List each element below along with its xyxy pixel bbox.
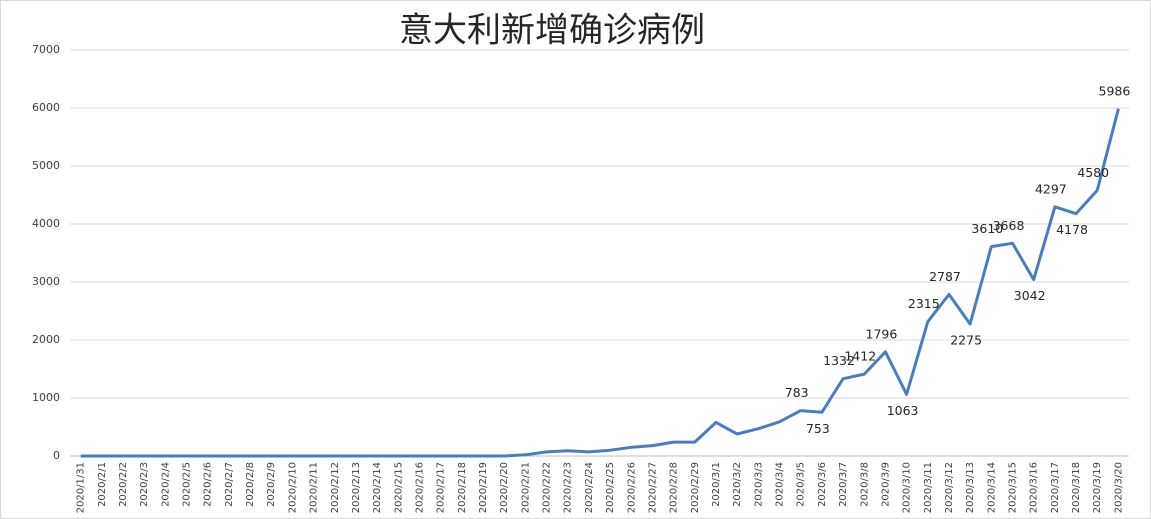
data-label: 2275	[950, 333, 982, 348]
x-tick-label: 2020/3/11	[923, 462, 934, 513]
x-tick-label: 2020/2/11	[309, 462, 320, 513]
x-tick-label: 2020/2/12	[330, 462, 341, 513]
x-tick-label: 2020/3/7	[838, 462, 849, 507]
x-tick-label: 2020/2/27	[647, 462, 658, 513]
x-tick-label: 2020/3/2	[732, 462, 743, 507]
y-tick-label: 0	[53, 449, 60, 462]
x-tick-label: 2020/3/20	[1113, 462, 1124, 513]
data-label: 1412	[844, 349, 876, 364]
y-tick-label: 2000	[32, 333, 60, 346]
y-tick-label: 5000	[32, 159, 60, 172]
y-tick-label: 7000	[32, 43, 60, 56]
y-tick-label: 4000	[32, 217, 60, 230]
data-label: 3610	[971, 221, 1003, 236]
x-tick-label: 2020/3/18	[1071, 462, 1082, 513]
x-tick-label: 2020/3/3	[753, 462, 764, 507]
x-tick-label: 2020/1/31	[76, 462, 87, 513]
x-tick-label: 2020/3/14	[986, 462, 997, 513]
x-tick-label: 2020/2/28	[669, 462, 680, 513]
data-line	[80, 108, 1120, 458]
x-tick-label: 2020/3/6	[817, 462, 828, 507]
x-tick-label: 2020/2/20	[499, 462, 510, 513]
x-tick-label: 2020/3/15	[1008, 462, 1019, 513]
x-tick-label: 2020/2/13	[351, 462, 362, 513]
x-tick-label: 2020/2/25	[605, 462, 616, 513]
x-tick-label: 2020/2/8	[245, 462, 256, 507]
data-label: 3042	[1014, 288, 1046, 303]
data-label: 783	[785, 385, 809, 400]
chart-title: 意大利新增确诊病例	[399, 11, 705, 51]
x-tick-label: 2020/3/1	[711, 462, 722, 507]
x-tick-label: 2020/2/22	[542, 462, 553, 513]
x-tick-label: 2020/3/13	[965, 462, 976, 513]
y-tick-label: 6000	[32, 101, 60, 114]
data-label: 4178	[1056, 222, 1088, 237]
x-tick-label: 2020/3/5	[796, 462, 807, 507]
data-label: 2787	[929, 269, 961, 284]
data-label: 4580	[1077, 165, 1109, 180]
x-tick-label: 2020/3/4	[775, 462, 786, 507]
data-label: 753	[806, 421, 830, 436]
x-tick-label: 2020/2/4	[160, 462, 171, 507]
x-tick-label: 2020/2/18	[457, 462, 468, 513]
x-tick-label: 2020/2/6	[203, 462, 214, 507]
x-tick-label: 2020/2/15	[393, 462, 404, 513]
x-tick-label: 2020/2/26	[626, 462, 637, 513]
data-label: 1063	[887, 403, 919, 418]
x-tick-label: 2020/3/17	[1050, 462, 1061, 513]
x-tick-label: 2020/2/14	[372, 462, 383, 513]
y-tick-label: 3000	[32, 275, 60, 288]
x-tick-label: 2020/2/29	[690, 462, 701, 513]
data-label: 1796	[866, 326, 898, 341]
y-tick-label: 1000	[32, 391, 60, 404]
x-tick-label: 2020/2/24	[584, 462, 595, 513]
data-label: 5986	[1099, 83, 1131, 98]
x-tick-label: 2020/2/21	[520, 462, 531, 513]
x-tick-label: 2020/3/19	[1092, 462, 1103, 513]
x-tick-label: 2020/2/10	[287, 462, 298, 513]
data-label: 1332	[823, 353, 855, 368]
x-tick-label: 2020/2/9	[266, 462, 277, 507]
x-tick-label: 2020/2/2	[118, 462, 129, 507]
x-tick-label: 2020/2/7	[224, 462, 235, 507]
x-tick-label: 2020/3/8	[859, 462, 870, 507]
x-tick-label: 2020/2/16	[414, 462, 425, 513]
x-tick-label: 2020/3/10	[902, 462, 913, 513]
x-tick-label: 2020/3/12	[944, 462, 955, 513]
x-tick-label: 2020/2/3	[139, 462, 150, 507]
data-label: 3668	[993, 218, 1025, 233]
x-tick-label: 2020/2/23	[563, 462, 574, 513]
x-tick-label: 2020/3/9	[880, 462, 891, 507]
data-label: 2315	[908, 296, 940, 311]
x-tick-label: 2020/3/16	[1029, 462, 1040, 513]
x-tick-label: 2020/2/17	[436, 462, 447, 513]
data-label: 4297	[1035, 181, 1067, 196]
x-tick-label: 2020/2/19	[478, 462, 489, 513]
x-tick-label: 2020/2/1	[97, 462, 108, 507]
x-tick-label: 2020/2/5	[181, 462, 192, 507]
